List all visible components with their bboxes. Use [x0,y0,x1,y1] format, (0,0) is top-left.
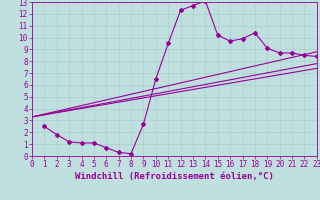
X-axis label: Windchill (Refroidissement éolien,°C): Windchill (Refroidissement éolien,°C) [75,172,274,181]
